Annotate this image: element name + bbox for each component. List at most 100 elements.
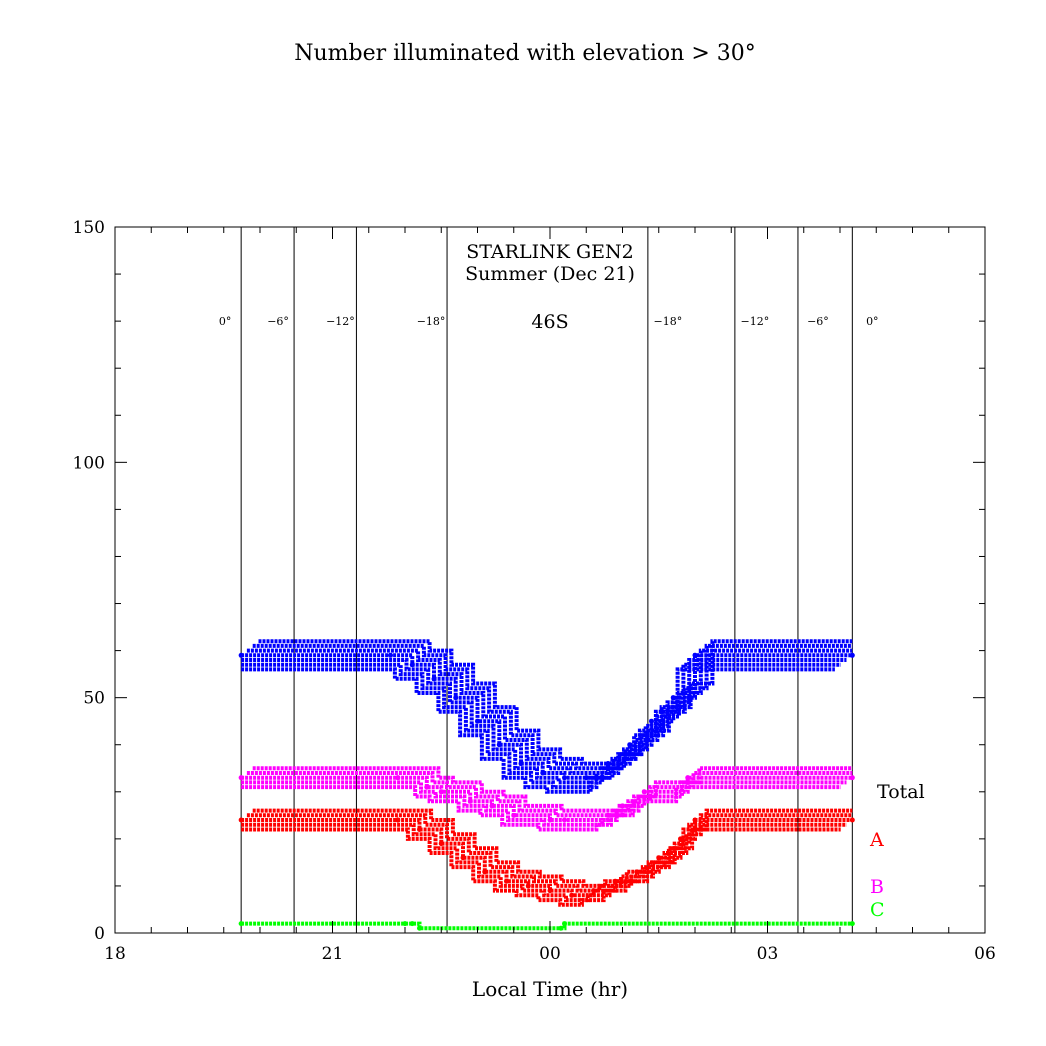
- chart-title: Number illuminated with elevation > 30°: [294, 41, 755, 66]
- data-point-B: [605, 812, 611, 818]
- data-point-total: [409, 662, 415, 668]
- data-point-total: [540, 770, 546, 776]
- series-B: [238, 766, 855, 832]
- data-point-total: [649, 718, 654, 724]
- series-A: [238, 808, 855, 907]
- series-C: [238, 921, 855, 931]
- data-point-B: [685, 775, 691, 781]
- x-tick-label: 06: [974, 944, 996, 964]
- data-point-A: [438, 841, 444, 847]
- y-tick-label: 150: [73, 218, 105, 238]
- x-tick-label: 00: [539, 944, 561, 964]
- x-tick-label: 03: [757, 944, 779, 964]
- data-point-C: [562, 921, 567, 927]
- annotation-satellite: STARLINK GEN2: [466, 241, 633, 263]
- data-point-A: [591, 888, 596, 894]
- legend-total: Total: [877, 781, 925, 803]
- twilight-label: −12°: [741, 315, 770, 328]
- data-point-C: [402, 921, 408, 927]
- data-point-total: [670, 695, 676, 701]
- data-point-total: [475, 718, 480, 724]
- data-point-total: [583, 775, 589, 781]
- data-point-total: [562, 775, 567, 781]
- y-tick-label: 0: [94, 924, 105, 944]
- legend-a: A: [869, 829, 884, 851]
- series-line-total: [241, 658, 847, 785]
- data-point-total: [518, 761, 524, 767]
- axes: 0 50 100 150 18 21 00 03 06: [73, 218, 996, 964]
- series-line-B: [252, 766, 853, 813]
- data-point-A: [612, 878, 618, 884]
- data-point-B: [562, 817, 567, 823]
- data-point-total: [849, 652, 855, 658]
- series-line-B: [241, 780, 847, 827]
- data-point-A: [678, 836, 683, 842]
- data-point-C: [417, 925, 422, 931]
- annotation-latitude: 46S: [531, 311, 568, 333]
- data-point-A: [656, 855, 662, 861]
- data-point-total: [605, 761, 611, 767]
- data-point-A: [238, 817, 244, 823]
- data-point-B: [547, 817, 553, 823]
- data-point-C: [409, 921, 415, 927]
- series-total: [238, 639, 855, 794]
- data-point-A: [395, 817, 401, 823]
- series-line-A: [246, 813, 853, 893]
- series-line-A: [241, 827, 841, 907]
- legend-c: C: [870, 899, 885, 921]
- series-line-B: [246, 771, 853, 818]
- series-line-total: [241, 667, 835, 794]
- series-line-total: [246, 648, 853, 775]
- data-point-A: [692, 817, 698, 823]
- y-tick-label: 50: [83, 689, 105, 709]
- data-point-B: [511, 812, 517, 818]
- data-point-B: [489, 803, 495, 809]
- twilight-label: −18°: [654, 315, 683, 328]
- data-point-A: [634, 869, 640, 875]
- series-line-total: [241, 662, 841, 790]
- y-tick-label: 100: [73, 453, 105, 473]
- data-point-C: [558, 925, 564, 931]
- series-line-total: [258, 639, 853, 766]
- data-point-C: [849, 921, 855, 927]
- data-point-A: [569, 892, 575, 898]
- series-line-A: [252, 808, 853, 888]
- x-tick-label: 21: [322, 944, 344, 964]
- data-point-B: [641, 789, 647, 795]
- data-point-B: [395, 775, 401, 781]
- data-point-total: [627, 742, 633, 748]
- twilight-label: −18°: [417, 315, 446, 328]
- series-layer: [238, 639, 855, 931]
- twilight-label: −6°: [267, 315, 289, 328]
- series-line-B: [241, 775, 853, 822]
- data-point-B: [238, 775, 244, 781]
- data-point-A: [460, 855, 466, 861]
- data-point-A: [547, 888, 553, 894]
- twilight-label: 0°: [219, 315, 232, 328]
- x-axis-label: Local Time (hr): [472, 977, 628, 1001]
- series-line-B: [241, 785, 841, 832]
- data-point-B: [424, 784, 430, 790]
- legend-b: B: [870, 876, 884, 898]
- data-point-A: [525, 883, 531, 889]
- data-point-A: [849, 817, 855, 823]
- series-line-total: [252, 643, 853, 771]
- data-point-A: [482, 869, 488, 875]
- data-point-total: [496, 742, 502, 748]
- twilight-label: 0°: [866, 315, 879, 328]
- data-point-B: [438, 789, 444, 795]
- data-point-total: [238, 652, 244, 658]
- data-point-total: [431, 676, 437, 682]
- series-line-A: [241, 822, 847, 903]
- x-tick-label: 18: [104, 944, 126, 964]
- annotation-season: Summer (Dec 21): [465, 263, 635, 285]
- twilight-lines: 0° −6° −12° −18° −18° −12° −6° 0°: [219, 227, 879, 933]
- twilight-label: −12°: [326, 315, 355, 328]
- data-point-A: [417, 826, 422, 832]
- data-point-total: [388, 652, 393, 658]
- data-point-A: [504, 878, 509, 884]
- data-point-B: [467, 798, 473, 804]
- data-point-B: [620, 803, 625, 809]
- data-point-C: [238, 921, 244, 927]
